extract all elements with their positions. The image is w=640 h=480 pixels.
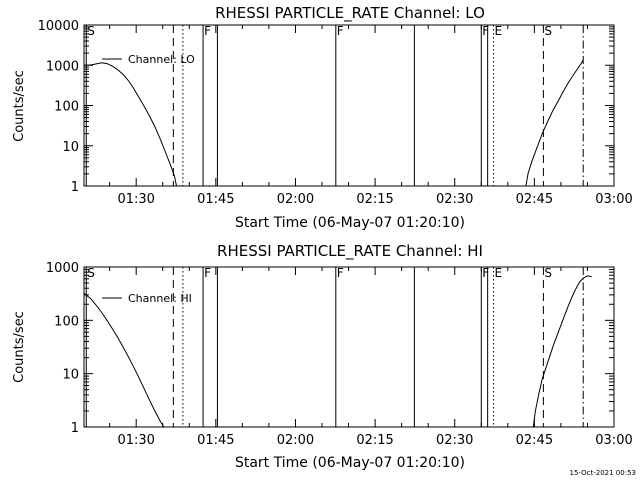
y-tick-label: 100 bbox=[54, 314, 79, 329]
plot-frame bbox=[83, 24, 615, 187]
x-tick-label: 01:30 bbox=[117, 433, 154, 448]
plot-lo: RHESSI PARTICLE_RATE Channel: LO 01:30 01… bbox=[12, 4, 633, 231]
x-tick-label: 02:45 bbox=[516, 433, 553, 448]
legend-label: Channel: HI bbox=[128, 292, 192, 305]
x-tick-label: 02:00 bbox=[277, 192, 314, 207]
y-tick-label: 1000 bbox=[46, 59, 79, 74]
x-tick-label: 03:00 bbox=[595, 192, 632, 207]
plot-frame bbox=[83, 266, 615, 428]
series-line bbox=[525, 59, 584, 187]
data-series bbox=[84, 59, 584, 187]
y-tick-label: 1 bbox=[71, 421, 79, 436]
event-marker-label: E bbox=[494, 266, 502, 280]
event-marker-label: S bbox=[544, 266, 552, 280]
plot-hi: RHESSI PARTICLE_RATE Channel: HI 01:30 01… bbox=[12, 242, 633, 471]
axis-ticks: 01:30 01:45 02:00 02:15 02:30 02:45 03:00 1 10 10… bbox=[46, 261, 633, 448]
y-tick-label: 1000 bbox=[46, 261, 79, 276]
x-tick-label: 01:45 bbox=[197, 192, 234, 207]
event-marker-label: F bbox=[482, 266, 489, 280]
x-tick-label: 02:15 bbox=[356, 433, 393, 448]
event-marker-label: S bbox=[544, 24, 552, 38]
x-axis-label: Start Time (06-May-07 01:20:10) bbox=[235, 455, 465, 471]
x-tick-label: 02:00 bbox=[277, 433, 314, 448]
legend-label: Channel: LO bbox=[128, 53, 195, 66]
plot-title: RHESSI PARTICLE_RATE Channel: HI bbox=[217, 242, 483, 261]
event-marker-label: E bbox=[494, 24, 502, 38]
x-tick-label: 02:30 bbox=[436, 433, 473, 448]
event-marker-label: F bbox=[337, 24, 344, 38]
x-tick-label: 02:15 bbox=[356, 192, 393, 207]
footer-timestamp: 15-Oct-2021 00:53 bbox=[570, 469, 636, 477]
series-line bbox=[84, 62, 177, 187]
y-tick-label: 10 bbox=[62, 140, 79, 155]
event-marker-label: S bbox=[87, 24, 95, 38]
series-line bbox=[532, 275, 592, 428]
plot-title: RHESSI PARTICLE_RATE Channel: LO bbox=[215, 4, 485, 23]
data-series bbox=[83, 275, 592, 428]
legend: Channel: HI bbox=[102, 292, 192, 305]
event-marker-label: F bbox=[337, 266, 344, 280]
axis-ticks: 01:30 01:45 02:00 02:15 02:30 02:45 03:00 1 10 10… bbox=[38, 19, 633, 207]
y-tick-label: 100 bbox=[54, 100, 79, 115]
y-tick-label: 1 bbox=[71, 180, 79, 195]
x-tick-label: 01:45 bbox=[197, 433, 234, 448]
event-marker-label: F bbox=[204, 24, 211, 38]
y-axis-label: Counts/sec bbox=[12, 311, 27, 383]
event-marker-label: S bbox=[87, 266, 95, 280]
x-axis-label: Start Time (06-May-07 01:20:10) bbox=[235, 215, 465, 231]
x-tick-label: 01:30 bbox=[117, 192, 154, 207]
x-tick-label: 03:00 bbox=[595, 433, 632, 448]
x-tick-label: 02:30 bbox=[436, 192, 473, 207]
y-axis-label: Counts/sec bbox=[12, 70, 27, 142]
series-line bbox=[83, 293, 165, 428]
y-tick-label: 10000 bbox=[38, 19, 79, 34]
event-marker-label: F bbox=[482, 24, 489, 38]
x-tick-label: 02:45 bbox=[516, 192, 553, 207]
legend: Channel: LO bbox=[102, 53, 195, 66]
y-tick-label: 10 bbox=[62, 368, 79, 383]
event-marker-label: F bbox=[204, 266, 211, 280]
